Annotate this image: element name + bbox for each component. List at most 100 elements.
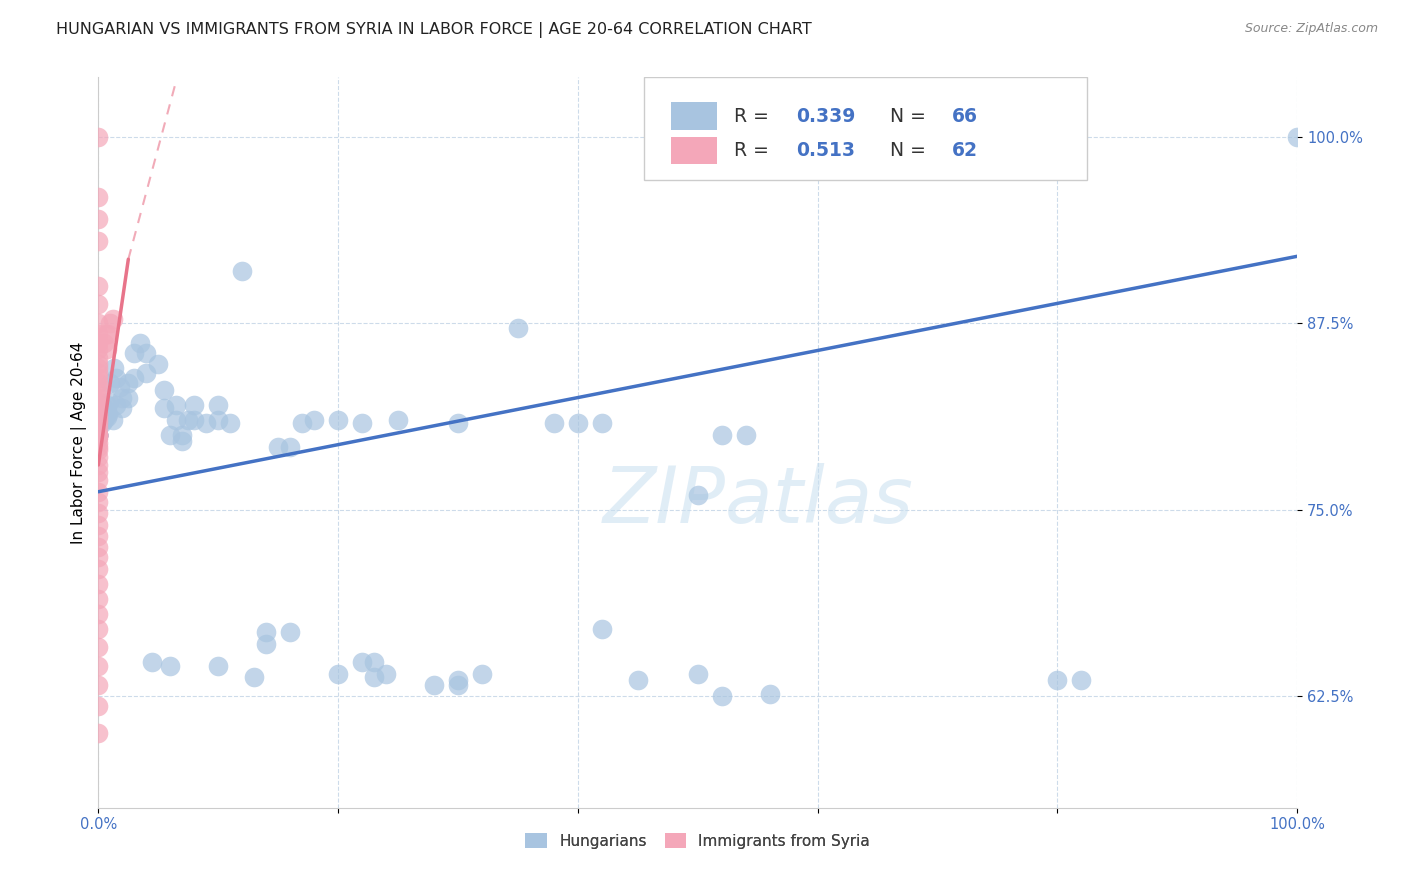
- Point: [591, 416, 613, 430]
- Text: N =: N =: [890, 107, 932, 126]
- Point: [207, 413, 229, 427]
- Point: [87, 640, 110, 654]
- Point: [87, 420, 110, 434]
- Point: [159, 428, 181, 442]
- Point: [87, 391, 110, 405]
- Point: [627, 673, 650, 687]
- Point: [87, 428, 110, 442]
- Point: [87, 428, 110, 442]
- Point: [87, 428, 110, 442]
- Point: [124, 346, 146, 360]
- Point: [471, 666, 494, 681]
- Text: R =: R =: [734, 141, 775, 160]
- Point: [153, 384, 176, 398]
- Point: [87, 540, 110, 554]
- Point: [124, 371, 146, 385]
- Point: [686, 666, 709, 681]
- Point: [278, 440, 301, 454]
- Point: [758, 687, 780, 701]
- Point: [291, 416, 314, 430]
- Point: [87, 371, 110, 385]
- Point: [87, 376, 110, 390]
- Point: [98, 376, 121, 390]
- Text: Source: ZipAtlas.com: Source: ZipAtlas.com: [1244, 22, 1378, 36]
- Point: [326, 413, 349, 427]
- Point: [172, 434, 194, 448]
- Point: [447, 416, 470, 430]
- Point: [177, 413, 200, 427]
- Point: [172, 428, 194, 442]
- Point: [87, 435, 110, 450]
- Point: [183, 398, 205, 412]
- Point: [710, 428, 733, 442]
- Point: [183, 413, 205, 427]
- Point: [1046, 673, 1069, 687]
- Text: R =: R =: [734, 107, 775, 126]
- Point: [567, 416, 589, 430]
- Point: [267, 440, 290, 454]
- Point: [101, 413, 124, 427]
- Point: [94, 326, 117, 341]
- Point: [165, 398, 187, 412]
- Point: [87, 659, 110, 673]
- Text: 0.339: 0.339: [796, 107, 855, 126]
- Point: [87, 428, 110, 442]
- Point: [117, 391, 139, 405]
- Point: [447, 678, 470, 692]
- Point: [363, 669, 385, 683]
- Point: [87, 413, 110, 427]
- Point: [101, 311, 124, 326]
- Point: [387, 413, 409, 427]
- Text: 0.513: 0.513: [796, 141, 855, 160]
- Point: [98, 316, 121, 330]
- Point: [165, 413, 187, 427]
- Point: [352, 416, 374, 430]
- Point: [96, 398, 118, 412]
- Point: [207, 659, 229, 673]
- Point: [87, 428, 110, 442]
- FancyBboxPatch shape: [672, 136, 717, 164]
- Text: 62: 62: [952, 141, 979, 160]
- Point: [97, 407, 120, 421]
- Point: [87, 428, 110, 442]
- Point: [87, 622, 110, 636]
- Point: [231, 264, 253, 278]
- Point: [111, 401, 134, 416]
- Legend: Hungarians, Immigrants from Syria: Hungarians, Immigrants from Syria: [519, 827, 876, 855]
- Point: [219, 416, 242, 430]
- Point: [87, 212, 110, 227]
- Point: [87, 410, 110, 425]
- Point: [87, 428, 110, 442]
- Point: [96, 342, 118, 356]
- Point: [195, 416, 218, 430]
- Point: [543, 416, 565, 430]
- Point: [159, 659, 181, 673]
- Point: [302, 413, 325, 427]
- Point: [254, 624, 277, 639]
- Point: [254, 637, 277, 651]
- Point: [352, 655, 374, 669]
- Point: [117, 376, 139, 390]
- Point: [87, 401, 110, 416]
- Point: [87, 431, 110, 445]
- Point: [87, 517, 110, 532]
- Point: [87, 592, 110, 607]
- Point: [87, 326, 110, 341]
- Point: [1286, 130, 1309, 145]
- Point: [87, 577, 110, 591]
- Point: [87, 428, 110, 442]
- Point: [87, 316, 110, 330]
- Point: [278, 624, 301, 639]
- Point: [375, 666, 398, 681]
- Text: HUNGARIAN VS IMMIGRANTS FROM SYRIA IN LABOR FORCE | AGE 20-64 CORRELATION CHART: HUNGARIAN VS IMMIGRANTS FROM SYRIA IN LA…: [56, 22, 813, 38]
- Point: [87, 189, 110, 203]
- Point: [87, 607, 110, 621]
- Point: [1070, 673, 1092, 687]
- Point: [87, 366, 110, 380]
- Point: [87, 342, 110, 356]
- Point: [207, 398, 229, 412]
- Point: [96, 406, 118, 420]
- Point: [97, 326, 120, 341]
- Point: [105, 371, 128, 385]
- Text: N =: N =: [890, 141, 932, 160]
